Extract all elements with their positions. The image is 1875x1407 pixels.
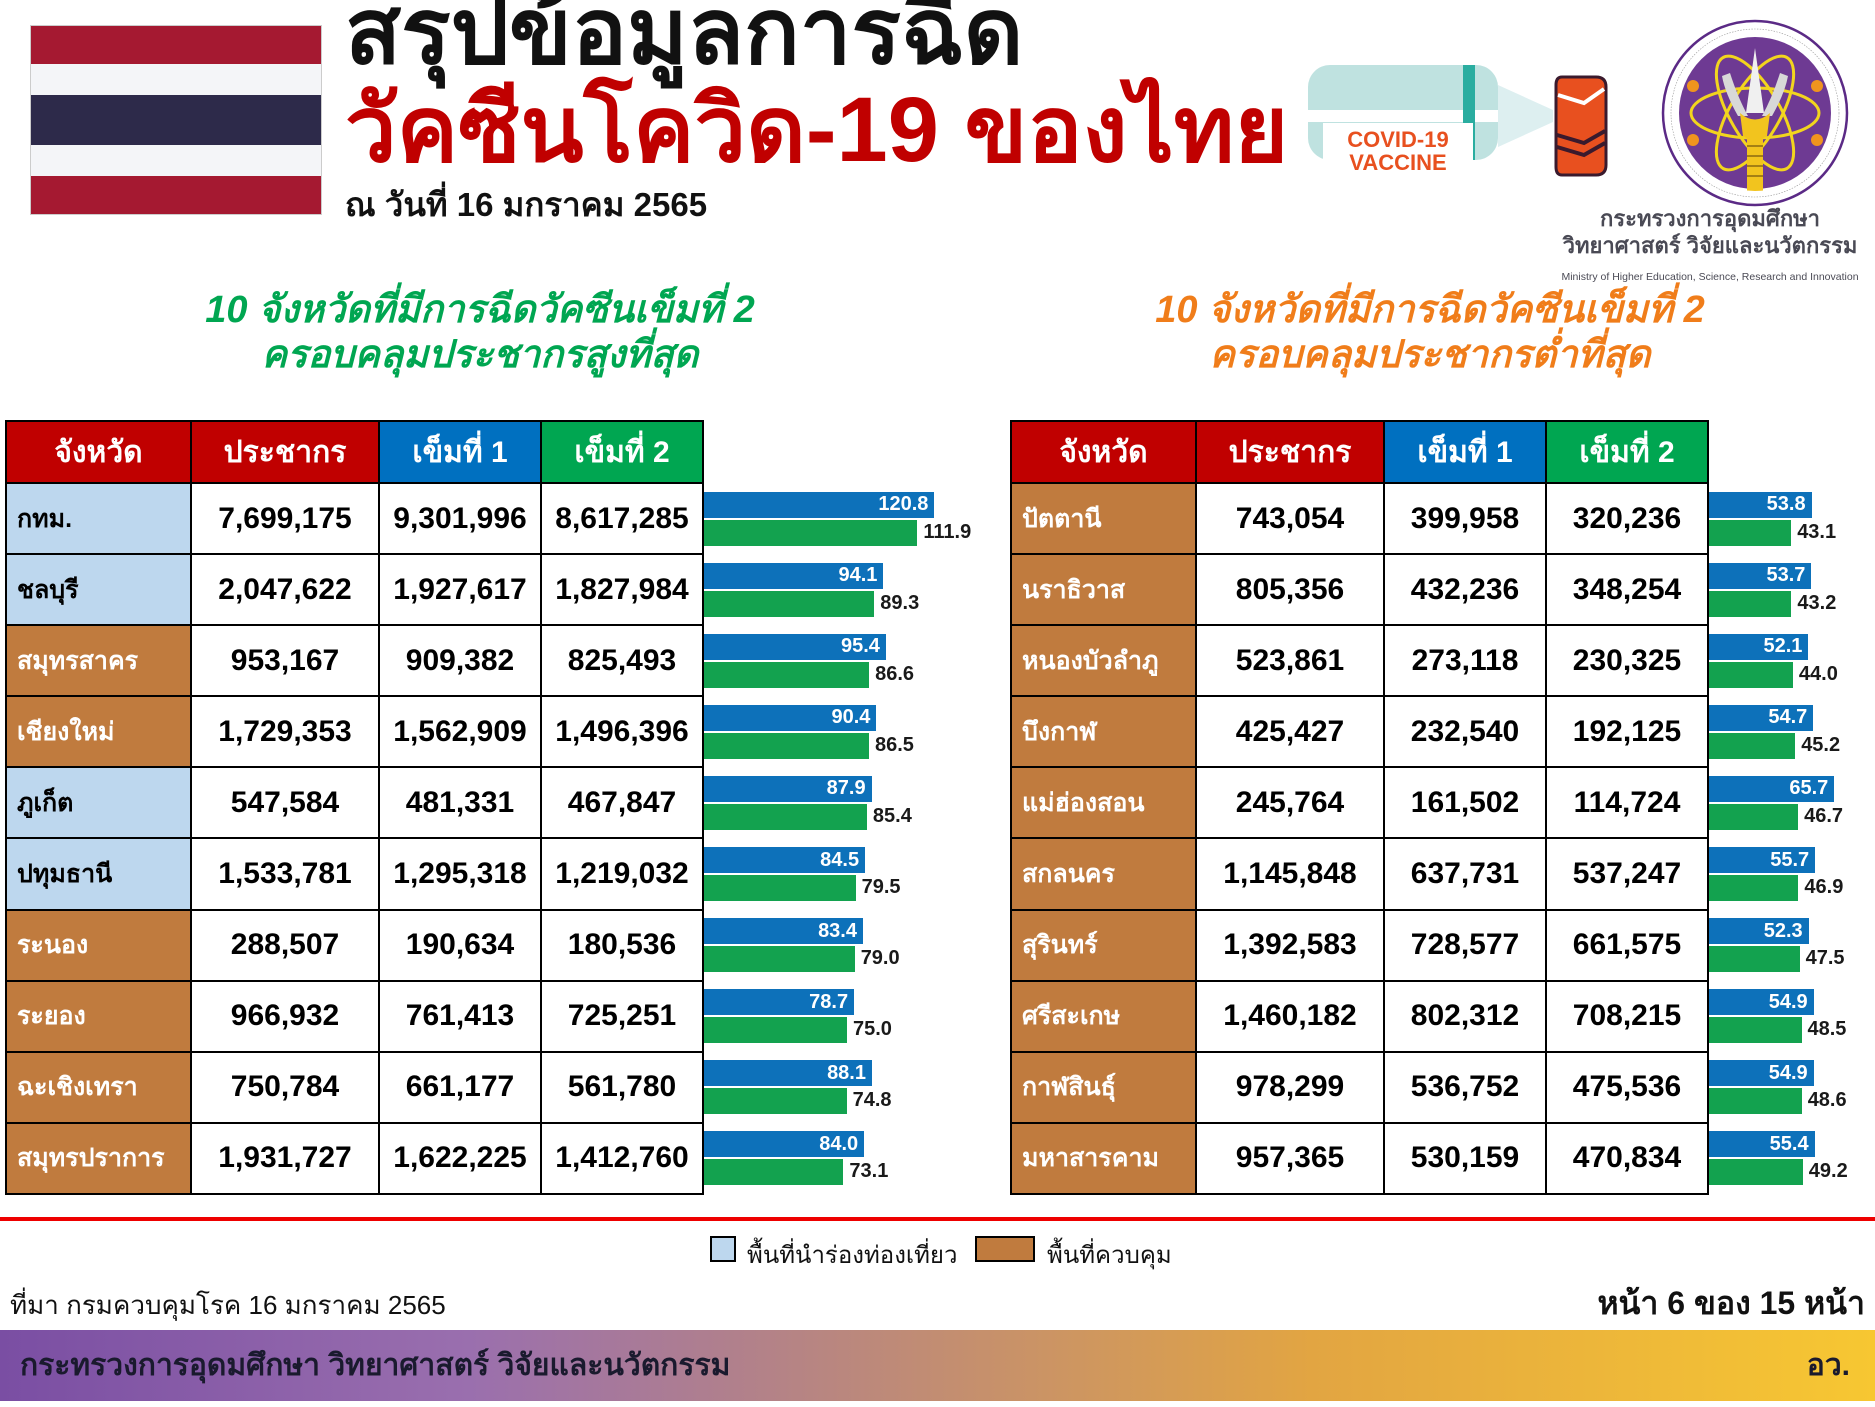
svg-text:COVID-19: COVID-19 xyxy=(1347,127,1448,152)
svg-text:VACCINE: VACCINE xyxy=(1349,150,1446,175)
